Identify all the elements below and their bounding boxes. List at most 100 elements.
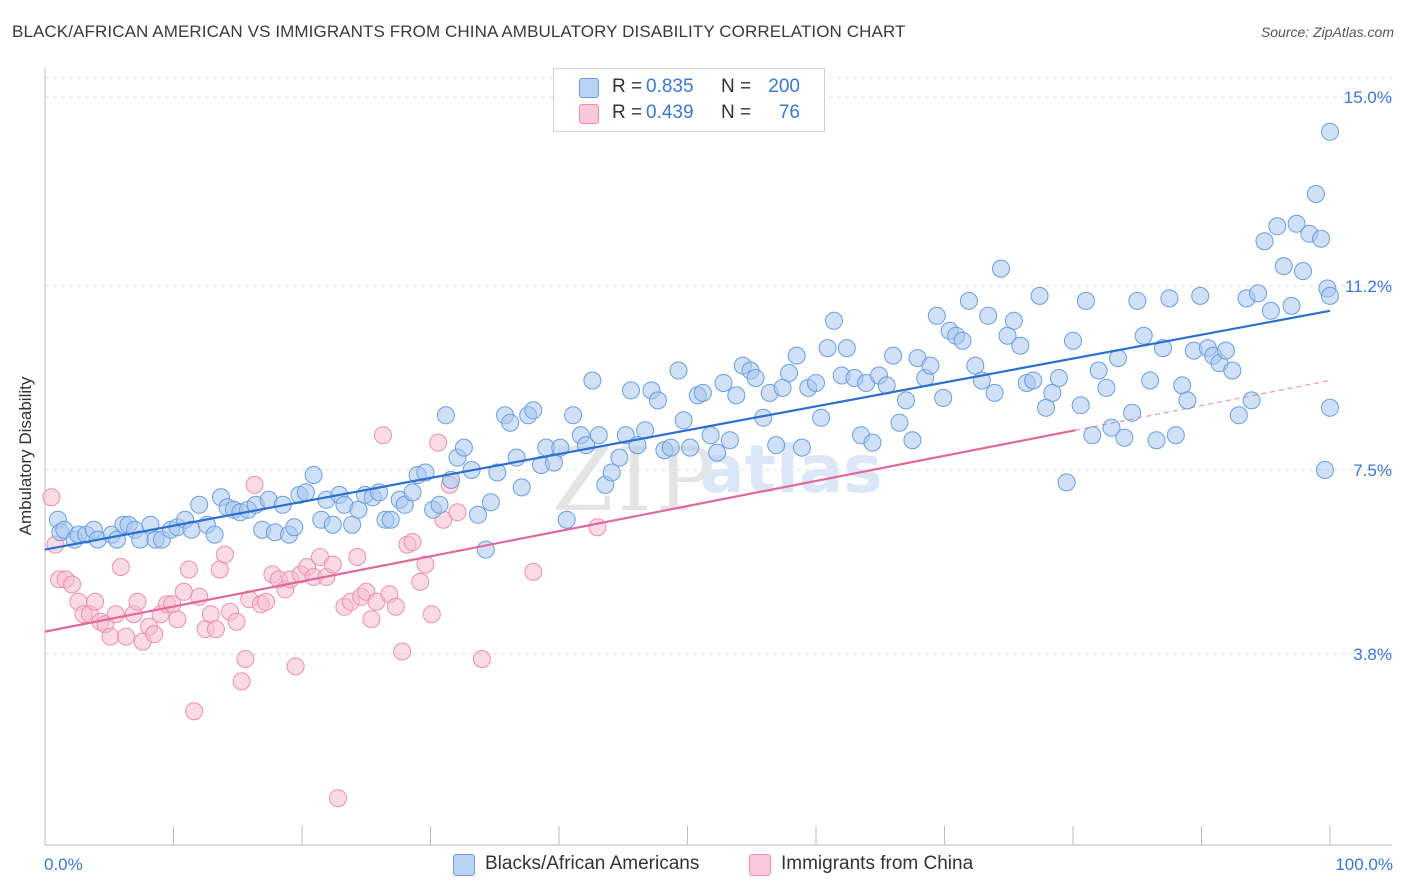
data-point (374, 426, 392, 445)
trend-line-china-extension (1075, 379, 1331, 431)
y-tick-label: 7.5% (1353, 461, 1392, 480)
data-point (1282, 296, 1301, 315)
trend-lines (44, 309, 1331, 633)
data-point (812, 408, 831, 427)
data-point (1128, 291, 1147, 310)
data-point (746, 369, 765, 387)
data-point (128, 592, 147, 611)
data-point (232, 672, 251, 691)
data-point (1097, 378, 1116, 397)
data-point (669, 361, 688, 380)
chart-title: BLACK/AFRICAN AMERICAN VS IMMIGRANTS FRO… (12, 22, 906, 41)
data-point (348, 548, 367, 566)
data-point (111, 558, 130, 576)
data-point (767, 436, 786, 455)
data-point (884, 346, 903, 365)
data-point (286, 657, 305, 676)
data-point (1147, 431, 1166, 450)
data-point (551, 438, 570, 457)
data-point (1064, 331, 1082, 350)
data-point (681, 438, 700, 457)
trend-line-china (44, 429, 1076, 633)
data-point (979, 306, 998, 325)
data-point (512, 478, 531, 497)
data-point (454, 438, 473, 457)
data-point (86, 592, 105, 611)
data-point (589, 426, 608, 445)
legend-row-china: R = 0.439 N = 76 (554, 101, 824, 127)
data-point (343, 515, 362, 534)
data-point (921, 356, 940, 375)
data-point (903, 431, 922, 450)
data-point (296, 483, 315, 502)
data-point (1134, 326, 1153, 345)
data-point (714, 374, 733, 392)
data-point (985, 383, 1004, 402)
data-point (1274, 257, 1293, 276)
data-point (101, 627, 120, 646)
legend-n-value: 200 (768, 76, 800, 97)
data-point (998, 326, 1017, 345)
data-point (1011, 336, 1030, 355)
data-point (825, 311, 843, 330)
data-point (403, 483, 422, 502)
data-point (890, 413, 909, 432)
data-point (1315, 461, 1334, 479)
data-point (1123, 403, 1142, 422)
data-point (174, 582, 193, 601)
data-point (1166, 426, 1185, 445)
data-point (257, 592, 275, 611)
data-point (1004, 311, 1023, 330)
data-point (610, 448, 629, 467)
data-point (386, 597, 405, 616)
data-point (1102, 418, 1121, 437)
data-point (304, 466, 323, 484)
data-point (1261, 301, 1280, 320)
data-point (787, 346, 806, 365)
legend-label: Immigrants from China (781, 853, 974, 874)
legend-swatch-blue (453, 854, 475, 876)
legend-r-value: 0.835 (646, 76, 694, 97)
data-point (807, 374, 825, 392)
data-point (661, 438, 680, 457)
data-point (1229, 406, 1248, 425)
data-point (472, 650, 491, 668)
data-point (430, 495, 449, 514)
data-point (403, 533, 422, 552)
data-point (792, 438, 811, 457)
data-point (329, 789, 347, 808)
data-point (236, 650, 255, 668)
data-point (1321, 398, 1339, 417)
data-point (1321, 122, 1339, 141)
data-point (934, 388, 953, 407)
data-point (837, 339, 856, 358)
data-point (1321, 286, 1339, 305)
data-point (720, 431, 739, 450)
data-point (1249, 284, 1267, 303)
data-point (1216, 341, 1235, 360)
data-point (1306, 185, 1325, 203)
data-point (469, 505, 487, 524)
data-point (992, 259, 1010, 278)
data-point (42, 488, 61, 507)
data-point (602, 463, 621, 482)
data-point (773, 378, 792, 397)
data-point (323, 515, 342, 534)
data-point (1178, 391, 1197, 410)
data-point (323, 555, 342, 574)
trend-line-blacks (44, 309, 1331, 551)
correlation-legend: R = 0.835 N = 200 R = 0.439 N = 76 (553, 68, 825, 132)
data-point (422, 605, 441, 624)
legend-n-label: N = (721, 102, 752, 123)
data-point (448, 503, 467, 522)
data-point (349, 500, 368, 519)
legend-r-label: R = (612, 102, 643, 123)
data-point (1057, 473, 1076, 492)
x-tick-label: 0.0% (44, 855, 83, 874)
data-point (381, 510, 400, 529)
data-point (524, 401, 543, 420)
data-point (674, 411, 693, 430)
data-point (206, 620, 225, 639)
data-point (1024, 371, 1043, 390)
data-point (780, 364, 798, 382)
